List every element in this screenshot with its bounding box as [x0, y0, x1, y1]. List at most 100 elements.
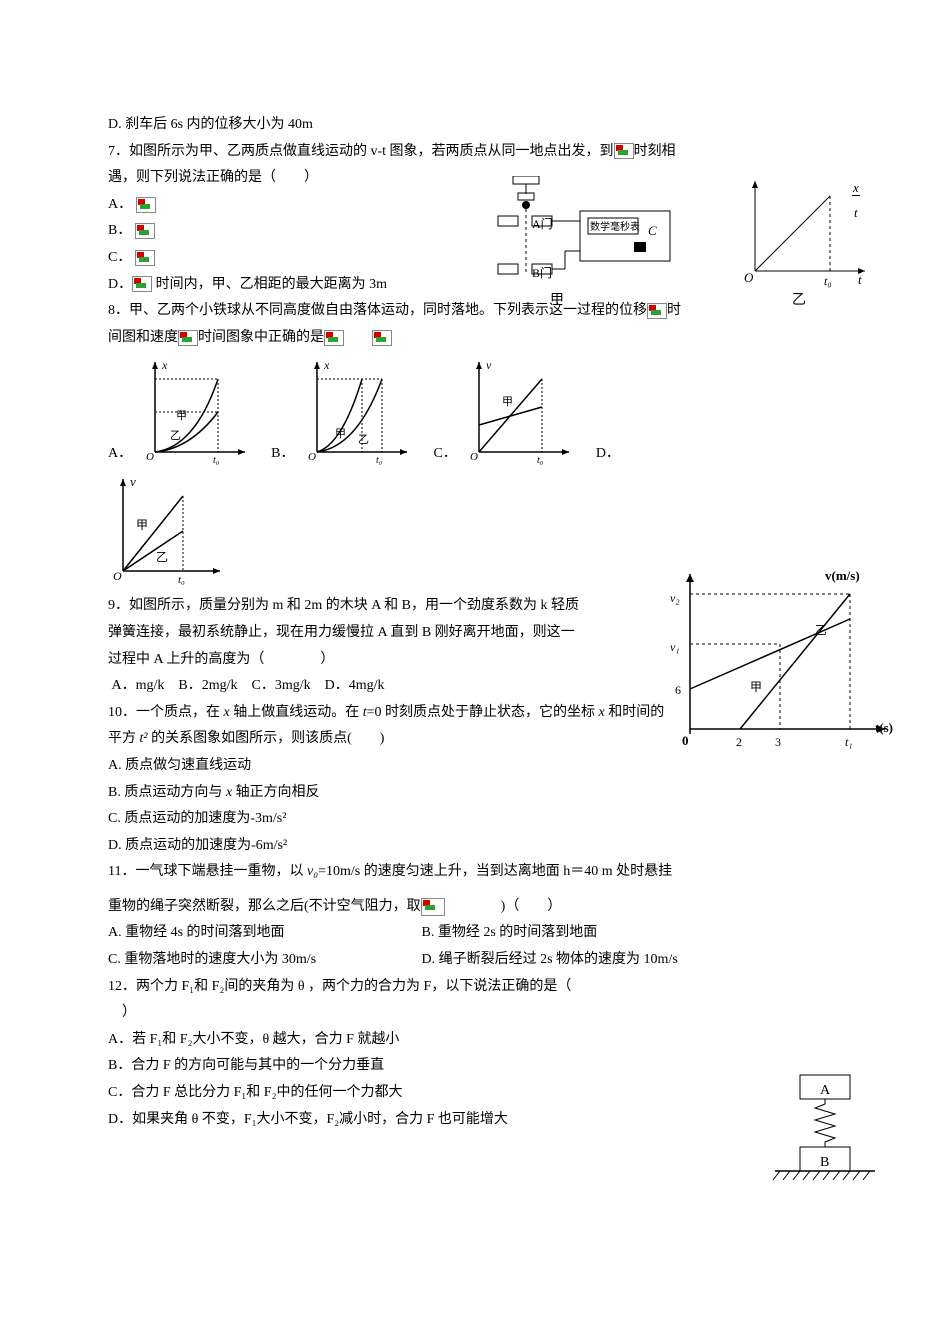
svg-text:x: x — [161, 358, 168, 372]
q7-opt-d-suffix: 时间内，甲、乙相距的最大距离为 3m — [152, 277, 387, 292]
q9g-6: 6 — [675, 679, 681, 702]
q11-opt-c: C. 重物落地时的速度大小为 30m/s — [108, 947, 418, 974]
q10-opt-c: C. 质点运动的加速度为-3m/s² — [108, 806, 842, 833]
broken-image-icon — [372, 330, 392, 346]
q7-opt-d-prefix: D． — [108, 277, 132, 292]
q8-stem2-b: 时间图象中正确的是 — [198, 330, 324, 345]
q7-cap-left: 甲 — [550, 288, 564, 315]
q12-stem-2: ） — [108, 1000, 842, 1027]
q8-opt-a-label: A． — [108, 441, 132, 468]
svg-text:O: O — [470, 451, 478, 463]
broken-image-icon — [178, 330, 198, 346]
q10-s1c: =0 时刻质点处于静止状态，它的坐标 — [367, 705, 599, 720]
q9g-jia: 甲 — [750, 676, 762, 699]
spring-b-label: B — [820, 1150, 829, 1177]
q10-optb-a: B. 质点运动方向与 — [108, 785, 226, 800]
q9g-v2: v₂ — [670, 587, 680, 610]
broken-image-icon — [324, 330, 344, 346]
gate-b-label: B门 — [532, 262, 552, 285]
q10-t2: t² — [140, 731, 148, 746]
svg-text:甲: 甲 — [176, 410, 187, 422]
q9g-v1: v₁ — [670, 636, 680, 659]
svg-text:甲: 甲 — [136, 518, 148, 532]
q7r-origin: O — [744, 266, 753, 291]
q12-opt-c: C．合力 F 总比分力 F₁和 F₂中的任何一个力都大 — [108, 1080, 842, 1107]
broken-image-icon — [132, 276, 152, 292]
q7-stem-1: 7．如图所示为甲、乙两质点做直线运动的 v-t 图象，若两质点从同一地点出发，到 — [108, 144, 614, 159]
q11-s1a: 11．一气球下端悬挂一重物，以 — [108, 864, 307, 879]
timer-label: 数学毫秒表 — [590, 218, 640, 237]
gate-a-label: A门 — [532, 213, 553, 236]
q8-graph-b: x 甲 乙 O t₀ — [302, 357, 412, 467]
q7-opt-a-label: A． — [108, 197, 132, 212]
q9g-0: 0 — [682, 729, 689, 754]
q9-opt-d: D．4mg/k — [325, 678, 385, 693]
q7-stem-line1: 7．如图所示为甲、乙两质点做直线运动的 v-t 图象，若两质点从同一地点出发，到… — [108, 139, 842, 166]
svg-text:x: x — [323, 358, 330, 372]
q9g-3: 3 — [775, 731, 781, 754]
q12-opt-d: D．如果夹角 θ 不变，F₁大小不变，F₂减小时，合力 F 也可能增大 — [108, 1107, 842, 1134]
svg-text:v: v — [130, 474, 136, 489]
q11-opt-a: A. 重物经 4s 的时间落到地面 — [108, 920, 418, 947]
q10-s2a: 平方 — [108, 731, 140, 746]
broken-image-icon — [647, 303, 667, 319]
q9g-xlabel: t(s) — [875, 716, 893, 741]
broken-image-icon — [614, 143, 634, 159]
q10-opt-d: D. 质点运动的加速度为-6m/s² — [108, 833, 842, 860]
q11-s2p: 重物的绳子突然断裂，那么之后(不计空气阻力，取 — [108, 899, 421, 914]
timer-c: C — [648, 219, 657, 244]
q9-opt-a: A．mg/k — [112, 678, 165, 693]
q11-s2s: )（ ） — [501, 899, 562, 914]
broken-image-icon — [136, 197, 156, 213]
q9g-ylabel: v(m/s) — [825, 564, 860, 589]
q9-vt-graph: v(m/s) t(s) v₂ v₁ 6 0 2 3 t₁ 甲 乙 — [660, 564, 895, 759]
q8-graph-c: v 甲 O t₀ — [464, 357, 574, 467]
q8-graph-a: x 甲 乙 O t₀ — [140, 357, 250, 467]
svg-text:t₀: t₀ — [178, 574, 185, 586]
q8-stem2-a: 间图和速度 — [108, 330, 178, 345]
q11-opts-row1: A. 重物经 4s 的时间落到地面 B. 重物经 2s 的时间落到地面 — [108, 920, 842, 947]
q9g-2: 2 — [736, 731, 742, 754]
q9-opt-c: C．3mg/k — [252, 678, 311, 693]
svg-text:t₀: t₀ — [213, 455, 220, 466]
q11-s1b: =10m/s 的速度匀速上升，当到达离地面 h＝40 m 处时悬挂 — [318, 864, 672, 879]
svg-text:t₀: t₀ — [376, 455, 383, 466]
svg-text:O: O — [308, 451, 316, 463]
svg-text:甲: 甲 — [335, 428, 346, 440]
q10-s1a: 10．一个质点，在 — [108, 705, 224, 720]
svg-text:乙: 乙 — [358, 433, 369, 446]
broken-image-icon — [135, 223, 155, 239]
q10-s2b: 的关系图象如图所示，则该质点( ) — [148, 731, 385, 746]
q8-opt-b-label: B． — [271, 441, 294, 468]
q10-s1d: 和时间的 — [605, 705, 665, 720]
svg-text:乙: 乙 — [170, 429, 181, 442]
q10-opt-b: B. 质点运动方向与 x 轴正方向相反 — [108, 780, 842, 807]
q11-v0: v₀ — [307, 864, 318, 879]
q12-stem-1: 12．两个力 F₁和 F₂间的夹角为 θ ，两个力的合力为 F，以下说法正确的是… — [108, 974, 842, 1001]
q7-stem-2suf: 时刻相 — [634, 144, 676, 159]
q8-opt-c-label: C． — [433, 441, 456, 468]
svg-text:t₀: t₀ — [537, 455, 544, 466]
q7r-xlabel: t — [858, 268, 862, 293]
svg-text:甲: 甲 — [502, 396, 513, 408]
svg-text:乙: 乙 — [156, 550, 168, 564]
q8-options-row: A． x 甲 乙 O t₀ B． — [108, 357, 842, 467]
q11-stem-l1: 11．一气球下端悬挂一重物，以 v₀=10m/s 的速度匀速上升，当到达离地面 … — [108, 859, 842, 886]
q7-figures: A门 B门 数学毫秒表 C xt O t₀ t 甲 乙 — [450, 176, 870, 311]
q10-s1b: 轴上做直线运动。在 — [230, 705, 363, 720]
q8-stem-2: 间图和速度 时间图象中正确的是 — [108, 325, 842, 352]
q7-figure-graph: xt O t₀ t — [740, 176, 870, 286]
broken-image-icon — [421, 898, 445, 916]
q7-opt-b-label: B． — [108, 223, 131, 238]
q11-spring-figure: A B — [770, 1072, 880, 1192]
q7r-t0: t₀ — [824, 270, 832, 293]
svg-text:O: O — [113, 569, 122, 583]
q10-optb-b: 轴正方向相反 — [232, 785, 320, 800]
q11-opt-b: B. 重物经 2s 的时间落到地面 — [422, 920, 598, 947]
q11-opts-row2: C. 重物落地时的速度大小为 30m/s D. 绳子断裂后经过 2s 物体的速度… — [108, 947, 842, 974]
q12-opt-a: A．若 F₁和 F₂大小不变，θ 越大，合力 F 就越小 — [108, 1027, 842, 1054]
svg-text:v: v — [486, 358, 492, 372]
q12-opt-b: B．合力 F 的方向可能与其中的一个分力垂直 — [108, 1053, 842, 1080]
q9-opt-b: B．2mg/k — [178, 678, 237, 693]
q11-stem-l2: 重物的绳子突然断裂，那么之后(不计空气阻力，取 )（ ） — [108, 894, 842, 921]
